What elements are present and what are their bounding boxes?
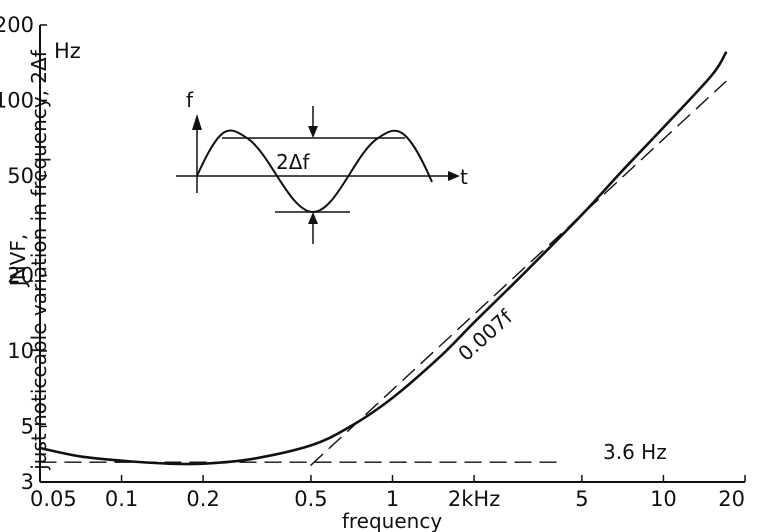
y-axis-unit: Hz	[54, 39, 81, 63]
y-tick-label: 100	[0, 88, 34, 112]
inset-time-arrow	[448, 171, 460, 181]
inset-top-arrowhead	[308, 126, 318, 138]
x-tick-label: 0.5	[294, 487, 327, 511]
inset-diagram: f t 2Δf	[176, 88, 468, 244]
x-tick-label: 0.2	[186, 487, 219, 511]
y-tick-label: 5	[21, 414, 34, 438]
x-tick-label: 10	[650, 487, 677, 511]
y-tick-label: 200	[0, 13, 34, 37]
x-tick-label: 0.05	[30, 487, 77, 511]
inset-sine-wave	[196, 129, 433, 214]
x-tick-label: 0.1	[105, 487, 138, 511]
inset-freq-arrow	[192, 114, 202, 130]
jnvf-curve	[38, 51, 728, 466]
x-axis-title: frequency	[342, 509, 442, 532]
tick-layer: 0.05 0.1 0.2 0.5 1 2kHz 5 10 20 3 5 10 20 50 100 200	[0, 13, 746, 511]
y-tick-label: 3	[21, 470, 34, 494]
floor-annotation: 3.6 Hz	[603, 440, 667, 464]
curve-layer	[38, 51, 728, 466]
x-tick-label: 20	[718, 487, 745, 511]
y-axis-title-line2: just noticeable variation in frequency, …	[27, 49, 51, 470]
x-tick-label: 2kHz	[448, 487, 500, 511]
y-axis-title-line1: JNVF,	[6, 234, 30, 288]
inset-amplitude-label: 2Δf	[276, 150, 310, 174]
y-tick-label: 20	[7, 264, 34, 288]
inset-f-label: f	[186, 88, 194, 112]
x-tick-label: 5	[575, 487, 588, 511]
y-tick-label: 50	[7, 164, 34, 188]
x-tick-label: 1	[386, 487, 399, 511]
inset-t-label: t	[460, 165, 468, 189]
inset-bottom-arrowhead	[308, 212, 318, 224]
y-tick-label: 10	[7, 339, 34, 363]
proportional-reference-line	[310, 80, 727, 466]
